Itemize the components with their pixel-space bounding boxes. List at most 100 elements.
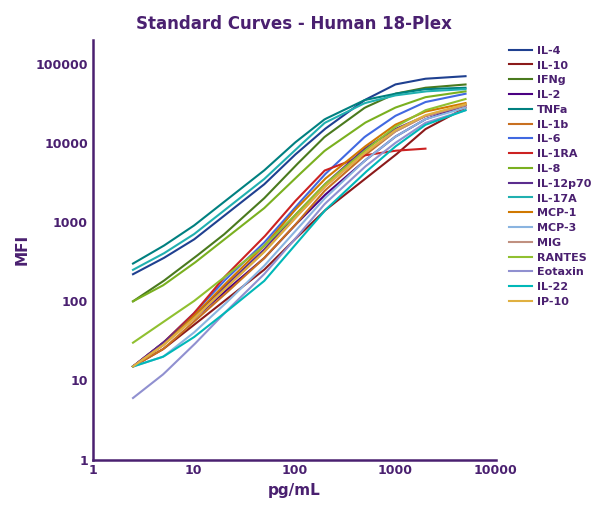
IL-10: [333, 198, 340, 204]
IL-17A: [333, 114, 340, 120]
IL-1RA: [130, 363, 137, 369]
IL-6: [131, 363, 138, 369]
IL-4: [333, 117, 340, 124]
IL-8: [333, 140, 340, 146]
IL-12p70: [430, 110, 438, 116]
IL-6: [430, 97, 438, 103]
IL-8: [410, 98, 417, 105]
TNFa: [130, 261, 137, 267]
IFNg: [131, 298, 138, 304]
IL-1b: [462, 102, 469, 108]
IL-22: [130, 363, 137, 369]
IL-22: [462, 107, 469, 113]
MIG: [327, 179, 334, 185]
Line: TNFa: TNFa: [133, 88, 466, 264]
TNFa: [131, 260, 138, 266]
IL-8: [130, 298, 137, 304]
IL-1RA: [303, 186, 311, 192]
Eotaxin: [333, 190, 340, 196]
MIG: [430, 110, 438, 116]
Line: IL-22: IL-22: [133, 110, 466, 366]
IL-2: [327, 187, 334, 193]
MIG: [326, 180, 334, 186]
Line: IL-4: IL-4: [133, 76, 466, 274]
IP-10: [430, 110, 438, 116]
TNFa: [430, 86, 438, 92]
MCP-1: [327, 171, 334, 177]
MCP-3: [327, 189, 334, 195]
MCP-3: [130, 363, 137, 369]
Line: IL-1RA: IL-1RA: [133, 149, 426, 366]
IL-10: [131, 363, 138, 369]
IL-2: [410, 123, 417, 129]
IFNg: [327, 129, 334, 135]
RANTES: [410, 114, 417, 120]
TNFa: [410, 88, 417, 94]
IP-10: [130, 363, 137, 369]
IL-2: [333, 182, 340, 188]
IP-10: [333, 174, 340, 180]
MIG: [130, 363, 137, 369]
IL-1RA: [130, 363, 137, 369]
IL-2: [326, 188, 334, 194]
MCP-1: [430, 107, 438, 113]
IL-22: [131, 363, 138, 369]
MCP-3: [131, 363, 138, 369]
RANTES: [327, 176, 334, 182]
Line: MCP-3: MCP-3: [133, 108, 466, 366]
IL-12p70: [130, 363, 137, 369]
IL-8: [326, 144, 334, 150]
IL-12p70: [333, 171, 340, 177]
IL-8: [131, 298, 138, 304]
IL-6: [410, 105, 417, 111]
MCP-3: [333, 184, 340, 190]
MIG: [410, 119, 417, 125]
IL-10: [430, 121, 438, 127]
IL-6: [327, 166, 334, 172]
IL-22: [333, 196, 340, 203]
Line: MIG: MIG: [133, 105, 466, 366]
MCP-3: [326, 190, 334, 196]
RANTES: [131, 339, 138, 345]
IL-1b: [130, 363, 137, 369]
IP-10: [462, 101, 469, 107]
IL-1b: [410, 119, 417, 125]
IL-12p70: [410, 118, 417, 124]
IL-1b: [326, 183, 334, 189]
IL-4: [326, 122, 334, 128]
IL-12p70: [326, 177, 334, 183]
IL-17A: [410, 90, 417, 96]
RANTES: [333, 171, 340, 177]
IP-10: [327, 179, 334, 185]
MCP-3: [410, 123, 417, 129]
IL-10: [327, 203, 334, 209]
Line: IL-10: IL-10: [133, 108, 466, 366]
Line: IP-10: IP-10: [133, 104, 466, 366]
IL-1RA: [376, 150, 383, 156]
MCP-1: [326, 172, 334, 178]
MCP-1: [333, 167, 340, 173]
Line: MCP-1: MCP-1: [133, 103, 466, 366]
Title: Standard Curves - Human 18-Plex: Standard Curves - Human 18-Plex: [136, 15, 452, 33]
RANTES: [430, 105, 438, 111]
IL-17A: [462, 86, 469, 92]
IFNg: [462, 82, 469, 88]
IFNg: [130, 298, 137, 304]
IL-1b: [333, 177, 340, 183]
IFNg: [326, 130, 334, 136]
IL-22: [410, 130, 417, 136]
IL-1RA: [308, 181, 316, 187]
MCP-3: [430, 113, 438, 120]
Eotaxin: [430, 117, 438, 123]
IFNg: [333, 125, 340, 131]
MCP-1: [130, 363, 137, 369]
MCP-1: [462, 100, 469, 106]
RANTES: [326, 177, 334, 183]
IFNg: [410, 87, 417, 93]
TNFa: [326, 114, 334, 120]
IL-1RA: [422, 146, 429, 152]
X-axis label: pg/mL: pg/mL: [268, 483, 321, 498]
Eotaxin: [130, 395, 137, 401]
IL-6: [333, 161, 340, 167]
Line: IL-17A: IL-17A: [133, 89, 466, 270]
